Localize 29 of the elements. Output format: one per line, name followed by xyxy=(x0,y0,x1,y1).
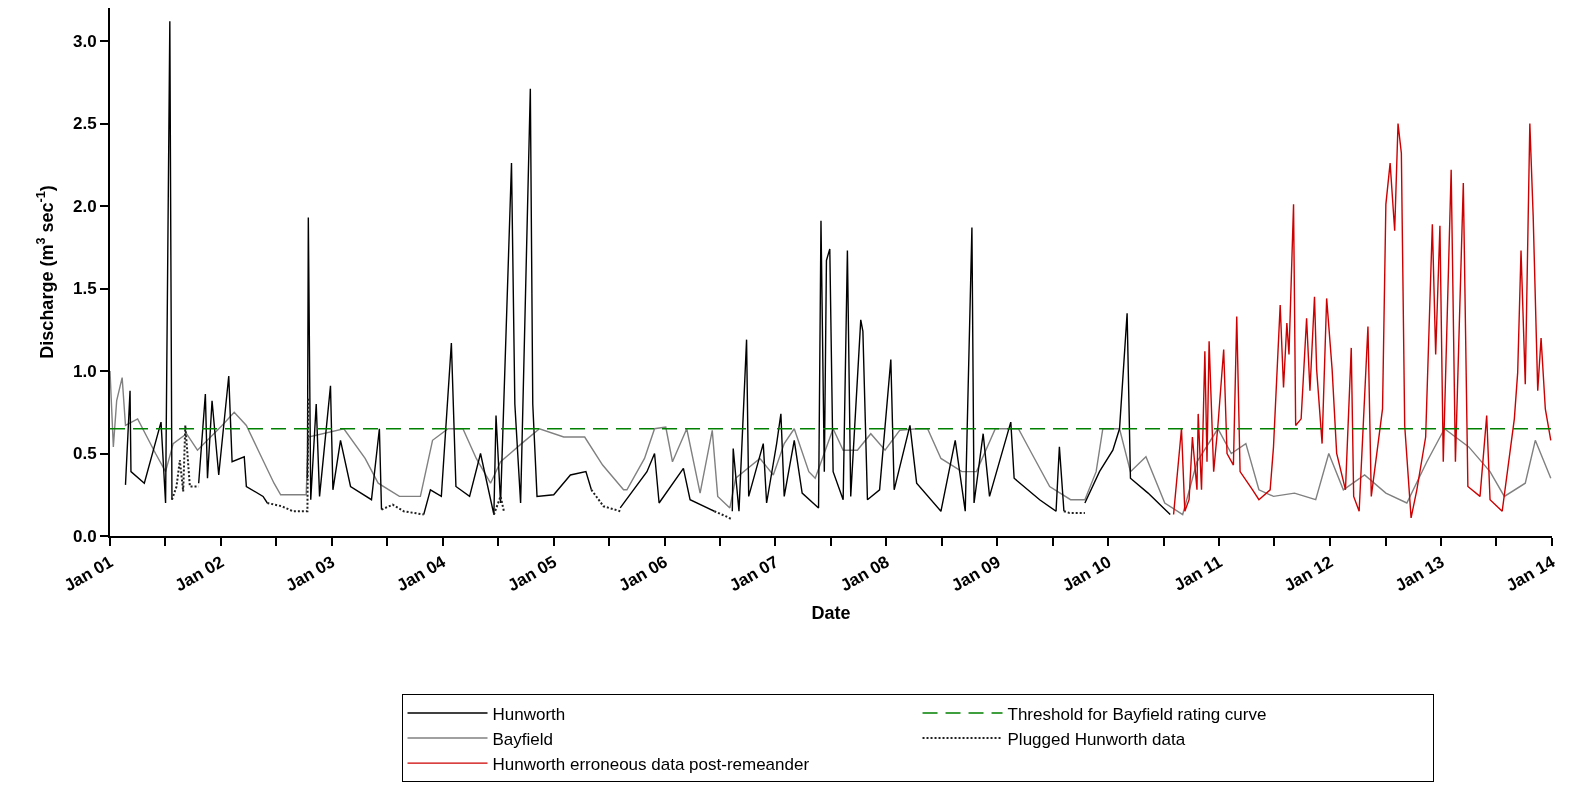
y-tick-label: 3.0 xyxy=(72,31,97,51)
x-tick-label: Jan 11 xyxy=(1170,552,1226,595)
x-tick-label: Jan 08 xyxy=(837,552,893,596)
line-series xyxy=(110,370,1552,516)
y-tick-label: 2.5 xyxy=(72,114,97,134)
y-tick-label: 1.0 xyxy=(72,361,97,381)
legend-label: Threshold for Bayfield rating curve xyxy=(1007,704,1267,724)
line-series xyxy=(1172,122,1552,519)
x-tick-label: Jan 02 xyxy=(171,552,228,596)
x-tick-label: Jan 13 xyxy=(1392,552,1448,596)
x-tick-label: Jan 12 xyxy=(1280,552,1337,596)
y-tick-label: 0.0 xyxy=(72,526,97,546)
x-tick-label: Jan 05 xyxy=(504,552,560,596)
legend-label: Hunworth erroneous data post-remeander xyxy=(492,754,810,774)
x-axis-title: Date xyxy=(811,602,851,623)
x-tick-label: Jan 10 xyxy=(1059,552,1115,596)
legend-label: Hunworth xyxy=(492,704,566,724)
x-tick-label: Jan 01 xyxy=(60,552,117,596)
x-tick-label: Jan 04 xyxy=(393,552,450,596)
y-tick-label: 1.5 xyxy=(72,279,97,299)
x-tick-label: Jan 14 xyxy=(1502,552,1559,596)
y-tick-label: 0.5 xyxy=(72,444,97,464)
x-tick-label: Jan 07 xyxy=(726,552,782,596)
legend-label: Plugged Hunworth data xyxy=(1007,729,1186,749)
x-tick-label: Jan 09 xyxy=(948,552,1004,596)
x-tick-label: Jan 06 xyxy=(615,552,671,596)
x-tick-label: Jan 03 xyxy=(282,552,338,596)
legend-label: Bayfield xyxy=(492,729,553,749)
y-tick-label: 2.0 xyxy=(72,196,97,216)
